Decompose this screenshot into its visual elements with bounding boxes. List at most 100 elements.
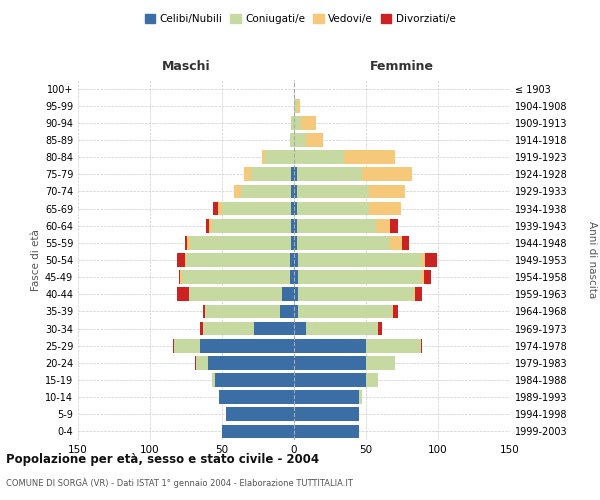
- Bar: [291, 168, 294, 181]
- Bar: [219, 390, 294, 404]
- Bar: [173, 339, 175, 352]
- Bar: [189, 288, 283, 301]
- Bar: [215, 373, 294, 387]
- Text: COMUNE DI SORGÀ (VR) - Dati ISTAT 1° gennaio 2004 - Elaborazione TUTTITALIA.IT: COMUNE DI SORGÀ (VR) - Dati ISTAT 1° gen…: [6, 478, 353, 488]
- Bar: [344, 150, 395, 164]
- Bar: [265, 150, 294, 164]
- Text: Popolazione per età, sesso e stato civile - 2004: Popolazione per età, sesso e stato civil…: [6, 452, 319, 466]
- Bar: [297, 236, 391, 250]
- Bar: [366, 356, 395, 370]
- Bar: [291, 116, 294, 130]
- Bar: [294, 288, 298, 301]
- Bar: [175, 339, 200, 352]
- Bar: [226, 408, 294, 421]
- Bar: [200, 322, 203, 336]
- Bar: [305, 322, 377, 336]
- Bar: [305, 133, 323, 147]
- Bar: [280, 304, 294, 318]
- Bar: [244, 168, 251, 181]
- Bar: [200, 339, 294, 352]
- Bar: [262, 150, 265, 164]
- Bar: [297, 99, 300, 112]
- Bar: [421, 253, 425, 267]
- Bar: [362, 168, 412, 181]
- Bar: [294, 219, 297, 232]
- Bar: [366, 373, 377, 387]
- Bar: [297, 168, 362, 181]
- Bar: [394, 304, 398, 318]
- Bar: [187, 236, 190, 250]
- Bar: [294, 150, 344, 164]
- Bar: [222, 202, 291, 215]
- Bar: [180, 270, 182, 284]
- Bar: [203, 322, 254, 336]
- Bar: [421, 339, 422, 352]
- Bar: [212, 219, 291, 232]
- Bar: [366, 339, 421, 352]
- Bar: [298, 270, 421, 284]
- Bar: [196, 356, 208, 370]
- Bar: [391, 236, 402, 250]
- Bar: [297, 219, 376, 232]
- Bar: [415, 288, 422, 301]
- Bar: [194, 356, 196, 370]
- Bar: [214, 202, 218, 215]
- Bar: [291, 184, 294, 198]
- Bar: [402, 236, 409, 250]
- Bar: [359, 390, 362, 404]
- Bar: [283, 288, 294, 301]
- Bar: [241, 184, 291, 198]
- Bar: [369, 202, 401, 215]
- Bar: [298, 304, 392, 318]
- Bar: [297, 202, 369, 215]
- Bar: [294, 356, 366, 370]
- Bar: [290, 253, 294, 267]
- Text: Femmine: Femmine: [370, 60, 434, 72]
- Text: Maschi: Maschi: [161, 60, 211, 72]
- Bar: [294, 339, 366, 352]
- Bar: [186, 253, 290, 267]
- Bar: [294, 270, 298, 284]
- Legend: Celibi/Nubili, Coniugati/e, Vedovi/e, Divorziati/e: Celibi/Nubili, Coniugati/e, Vedovi/e, Di…: [140, 10, 460, 29]
- Bar: [294, 116, 301, 130]
- Bar: [391, 219, 398, 232]
- Bar: [294, 390, 359, 404]
- Bar: [178, 253, 185, 267]
- Bar: [179, 270, 180, 284]
- Bar: [185, 236, 187, 250]
- Bar: [291, 236, 294, 250]
- Bar: [294, 304, 298, 318]
- Bar: [206, 219, 209, 232]
- Bar: [190, 236, 291, 250]
- Bar: [208, 356, 294, 370]
- Bar: [209, 219, 212, 232]
- Bar: [301, 116, 316, 130]
- Bar: [233, 184, 241, 198]
- Bar: [203, 304, 205, 318]
- Bar: [294, 133, 305, 147]
- Bar: [212, 373, 215, 387]
- Bar: [294, 99, 297, 112]
- Text: Anni di nascita: Anni di nascita: [587, 222, 597, 298]
- Bar: [294, 202, 297, 215]
- Bar: [205, 304, 280, 318]
- Bar: [297, 184, 369, 198]
- Bar: [421, 270, 424, 284]
- Bar: [294, 322, 305, 336]
- Bar: [294, 373, 366, 387]
- Bar: [291, 202, 294, 215]
- Bar: [251, 168, 291, 181]
- Bar: [185, 253, 186, 267]
- Bar: [294, 408, 359, 421]
- Bar: [298, 288, 413, 301]
- Bar: [298, 253, 421, 267]
- Bar: [291, 219, 294, 232]
- Bar: [369, 184, 405, 198]
- Bar: [290, 270, 294, 284]
- Bar: [294, 424, 359, 438]
- Bar: [294, 184, 297, 198]
- Bar: [290, 133, 294, 147]
- Bar: [222, 424, 294, 438]
- Bar: [425, 253, 437, 267]
- Bar: [178, 288, 189, 301]
